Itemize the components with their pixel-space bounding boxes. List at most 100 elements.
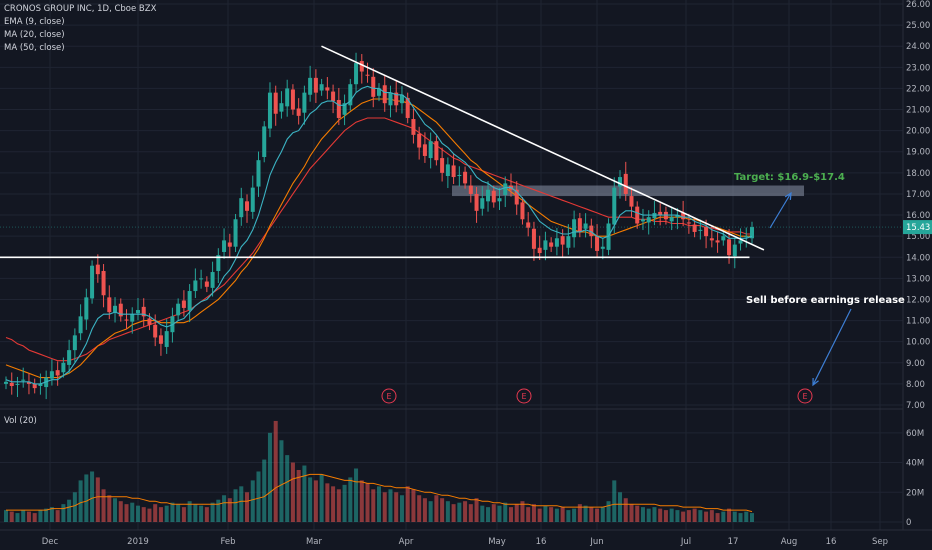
- price-tick-label: 21.00: [906, 106, 930, 116]
- candle-body: [325, 87, 330, 91]
- volume-bar: [681, 511, 686, 522]
- candle-body: [537, 247, 542, 254]
- volume-bar: [629, 504, 634, 522]
- candle-body: [526, 222, 531, 228]
- volume-bar: [193, 504, 198, 522]
- price-tick-label: 19.00: [906, 148, 930, 158]
- volume-bar: [572, 508, 577, 522]
- volume-bar: [141, 507, 146, 522]
- legend-ma50[interactable]: MA (50, close): [4, 43, 65, 53]
- candle-body: [348, 84, 353, 106]
- volume-bar: [744, 511, 749, 522]
- volume-bar: [715, 513, 720, 522]
- candle-body: [480, 198, 485, 209]
- volume-bar: [181, 507, 186, 522]
- candle-body: [549, 242, 554, 247]
- volume-bar: [652, 507, 657, 522]
- candle-body: [216, 255, 221, 271]
- time-tick-label: Feb: [220, 537, 235, 547]
- candle-body: [457, 174, 462, 177]
- volume-bar: [709, 510, 714, 522]
- volume-bar: [589, 507, 594, 522]
- current-price-badge: [903, 220, 932, 235]
- earnings-marker[interactable]: E: [797, 388, 813, 404]
- candle-body: [164, 331, 169, 347]
- candle-body: [388, 92, 393, 106]
- volume-bar: [474, 498, 479, 522]
- volume-bar: [348, 477, 353, 522]
- candle-body: [583, 223, 588, 229]
- candle-body: [732, 244, 737, 257]
- volume-bar: [67, 499, 72, 522]
- volume-bar: [526, 507, 531, 522]
- candle-body: [193, 280, 198, 292]
- volume-bar: [417, 495, 422, 522]
- candle-body: [577, 218, 582, 232]
- volume-bar: [285, 455, 290, 522]
- volume-bar: [537, 508, 542, 522]
- earnings-marker-circle: [516, 388, 532, 404]
- candle-body: [451, 165, 456, 178]
- target-annotation: Target: $16.9-$17.4: [734, 172, 845, 183]
- candle-body: [113, 305, 118, 313]
- candle-body: [72, 335, 77, 351]
- candle-body: [417, 133, 422, 148]
- price-tick-label: 23.00: [906, 63, 930, 73]
- volume-bar: [440, 498, 445, 522]
- volume-bar: [267, 432, 272, 522]
- volume-bar: [560, 507, 565, 522]
- volume-bar: [273, 420, 278, 522]
- earnings-marker[interactable]: E: [516, 388, 532, 404]
- volume-bar: [95, 477, 100, 522]
- volume-bar: [342, 484, 347, 522]
- candle-body: [675, 215, 680, 218]
- candle-body: [698, 229, 703, 231]
- candle-body: [319, 84, 324, 91]
- volume-bar: [147, 508, 152, 522]
- candle-body: [26, 381, 31, 384]
- volume-bar: [738, 513, 743, 522]
- candle-body: [21, 379, 26, 381]
- volume-bar: [78, 480, 83, 522]
- price-tick-label: 20.00: [906, 127, 930, 137]
- volume-bar: [543, 505, 548, 522]
- candle-body: [130, 314, 135, 322]
- candle-body: [365, 74, 370, 76]
- volume-bar: [623, 498, 628, 522]
- earnings-marker[interactable]: E: [381, 388, 397, 404]
- time-tick-label: 2019: [127, 537, 149, 547]
- volume-bar: [256, 471, 261, 522]
- time-tick-label: Aug: [781, 537, 798, 547]
- volume-bar: [491, 504, 496, 522]
- candle-body: [101, 270, 106, 296]
- volume-bar: [250, 480, 255, 522]
- candle-body: [124, 319, 129, 321]
- candle-body: [572, 219, 577, 238]
- volume-bar: [595, 508, 600, 522]
- candle-body: [623, 173, 628, 194]
- legend-ema[interactable]: EMA (9, close): [4, 17, 65, 27]
- candle-body: [181, 300, 186, 308]
- candle-body: [49, 371, 54, 379]
- candle-body: [267, 92, 272, 129]
- candle-body: [313, 77, 318, 93]
- candle-body: [90, 265, 95, 299]
- legend-ma20[interactable]: MA (20, close): [4, 30, 65, 40]
- volume-bar: [531, 504, 536, 522]
- price-tick-label: 13.00: [906, 274, 930, 284]
- candle-body: [686, 222, 691, 224]
- candle-body: [233, 219, 238, 247]
- candle-body: [422, 144, 427, 156]
- candle-body: [239, 198, 244, 218]
- volume-tick-label: 0: [906, 518, 911, 528]
- price-tick-label: 24.00: [906, 42, 930, 52]
- price-tick-label: 16.00: [906, 211, 930, 221]
- candle-body: [428, 141, 433, 159]
- volume-bar: [113, 498, 118, 522]
- price-tick-label: 8.00: [906, 380, 925, 390]
- volume-bar: [296, 469, 301, 522]
- volume-legend[interactable]: Vol (20): [4, 416, 37, 426]
- candle-body: [445, 164, 450, 177]
